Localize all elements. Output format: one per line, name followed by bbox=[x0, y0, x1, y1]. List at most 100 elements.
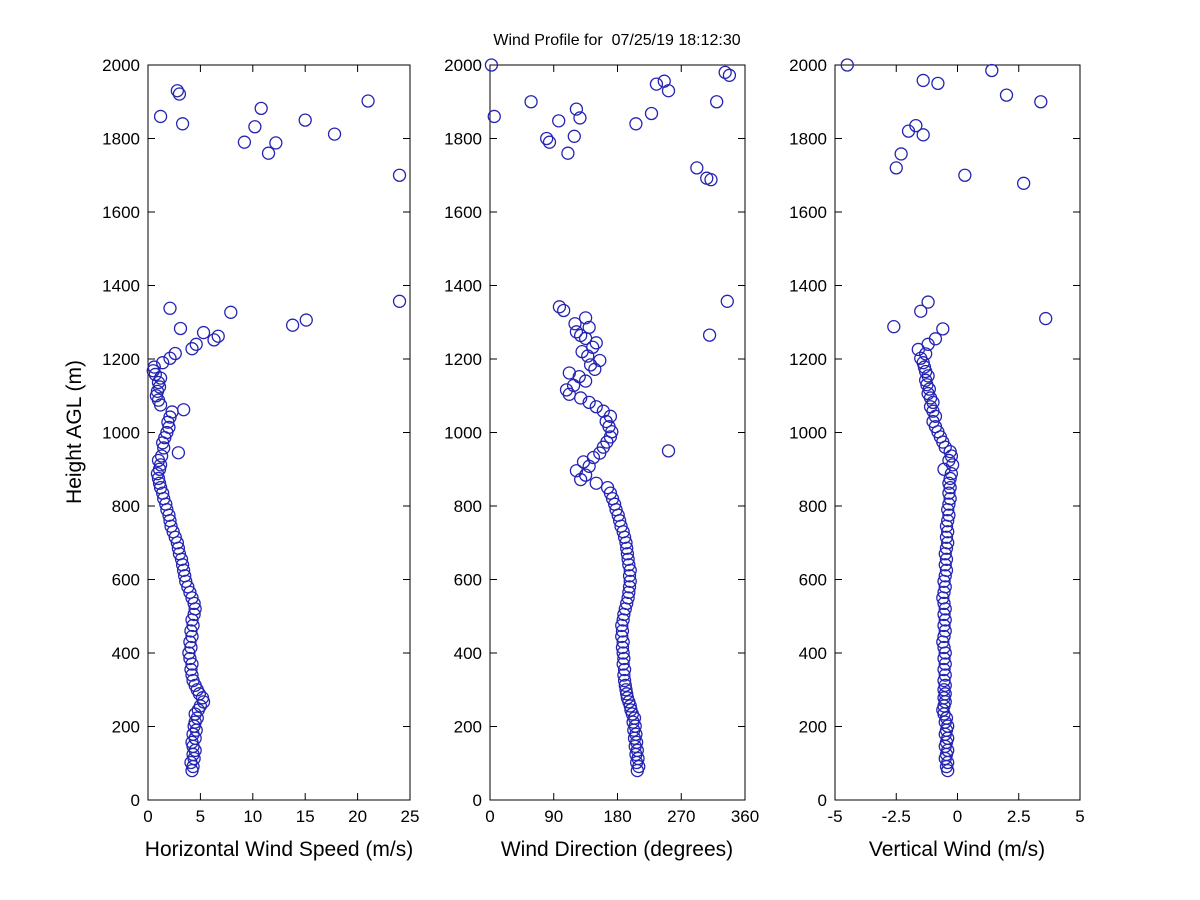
x-tick-label: 2.5 bbox=[1007, 807, 1031, 826]
x-tick-label: 90 bbox=[544, 807, 563, 826]
data-point bbox=[938, 657, 952, 671]
data-point bbox=[298, 113, 312, 127]
data-point bbox=[937, 640, 951, 655]
data-point bbox=[619, 683, 633, 697]
y-tick-label: 600 bbox=[112, 571, 140, 590]
data-point bbox=[622, 558, 636, 572]
data-point bbox=[710, 95, 724, 109]
data-point bbox=[156, 486, 170, 500]
data-point bbox=[189, 337, 203, 351]
data-point bbox=[207, 333, 221, 347]
data-point bbox=[586, 340, 600, 354]
data-point bbox=[171, 446, 186, 460]
data-point bbox=[254, 101, 268, 116]
data-point bbox=[939, 711, 954, 725]
data-point bbox=[1016, 176, 1031, 190]
data-point bbox=[718, 65, 732, 80]
data-point bbox=[944, 467, 959, 481]
data-point bbox=[582, 395, 596, 410]
y-tick-label: 1000 bbox=[102, 424, 140, 443]
data-point bbox=[661, 444, 676, 458]
data-point bbox=[484, 58, 499, 72]
data-point bbox=[616, 635, 630, 649]
data-point bbox=[524, 95, 538, 109]
data-point bbox=[574, 472, 588, 487]
data-point bbox=[985, 63, 999, 78]
data-point bbox=[620, 687, 634, 701]
data-point bbox=[937, 618, 951, 633]
data-point bbox=[392, 168, 407, 182]
data-point bbox=[622, 580, 637, 594]
data-point bbox=[196, 325, 211, 340]
data-point bbox=[624, 703, 638, 717]
data-point bbox=[185, 342, 199, 356]
data-point bbox=[237, 135, 252, 149]
data-point bbox=[568, 317, 582, 331]
data-point bbox=[211, 329, 225, 343]
y-tick-label: 600 bbox=[454, 571, 482, 590]
data-point bbox=[593, 353, 607, 368]
data-point bbox=[154, 449, 169, 463]
data-point bbox=[618, 678, 632, 692]
data-point bbox=[914, 351, 928, 365]
data-point bbox=[151, 453, 166, 468]
y-tick-label: 1200 bbox=[102, 350, 140, 369]
axes-box bbox=[834, 64, 1081, 801]
data-point bbox=[603, 409, 618, 423]
data-point bbox=[185, 629, 199, 644]
y-tick-label: 0 bbox=[473, 791, 482, 810]
data-point bbox=[361, 94, 375, 108]
data-point bbox=[175, 117, 190, 131]
y-tick-label: 1400 bbox=[102, 277, 140, 296]
data-point bbox=[945, 458, 960, 472]
data-point bbox=[156, 356, 170, 370]
data-point bbox=[916, 128, 930, 142]
data-point bbox=[224, 305, 238, 319]
axes-box bbox=[147, 64, 411, 801]
data-point bbox=[889, 161, 903, 175]
data-point bbox=[943, 471, 957, 486]
x-axis-label-vertical: Vertical Wind (m/s) bbox=[868, 838, 1046, 861]
y-tick-label: 2000 bbox=[444, 56, 482, 75]
data-point bbox=[285, 318, 300, 332]
data-point bbox=[649, 77, 664, 91]
data-point bbox=[840, 58, 854, 72]
data-point bbox=[702, 328, 717, 342]
data-point bbox=[615, 629, 629, 644]
x-tick-label: 0 bbox=[143, 807, 152, 826]
data-point bbox=[621, 552, 635, 566]
data-point bbox=[939, 552, 954, 566]
data-point bbox=[552, 300, 567, 314]
data-point bbox=[184, 755, 198, 770]
data-point bbox=[620, 691, 635, 705]
data-point bbox=[938, 558, 952, 572]
y-tick-label: 1400 bbox=[789, 277, 827, 296]
y-tick-label: 0 bbox=[818, 791, 827, 810]
x-tick-label: -2.5 bbox=[882, 807, 911, 826]
data-point bbox=[661, 84, 676, 98]
data-point bbox=[931, 76, 945, 91]
data-point bbox=[941, 719, 955, 733]
y-tick-label: 1000 bbox=[444, 424, 482, 443]
data-point bbox=[542, 135, 557, 149]
y-axis-label: Height AGL (m) bbox=[63, 360, 86, 504]
y-tick-label: 600 bbox=[799, 571, 827, 590]
data-point bbox=[943, 491, 957, 506]
data-point bbox=[578, 311, 593, 325]
data-point bbox=[942, 497, 956, 511]
data-point bbox=[1034, 95, 1048, 109]
y-tick-label: 1000 bbox=[789, 424, 827, 443]
data-point bbox=[573, 111, 587, 125]
x-tick-label: 10 bbox=[243, 807, 262, 826]
y-tick-label: 1200 bbox=[444, 350, 482, 369]
data-point bbox=[887, 320, 901, 334]
data-point bbox=[941, 514, 955, 528]
data-point bbox=[937, 662, 951, 677]
data-point bbox=[620, 547, 635, 561]
data-point bbox=[939, 541, 954, 555]
x-tick-label: -5 bbox=[827, 807, 842, 826]
x-tick-label: 20 bbox=[348, 807, 367, 826]
data-point bbox=[937, 585, 951, 600]
data-point bbox=[938, 624, 952, 638]
y-tick-label: 400 bbox=[799, 644, 827, 663]
